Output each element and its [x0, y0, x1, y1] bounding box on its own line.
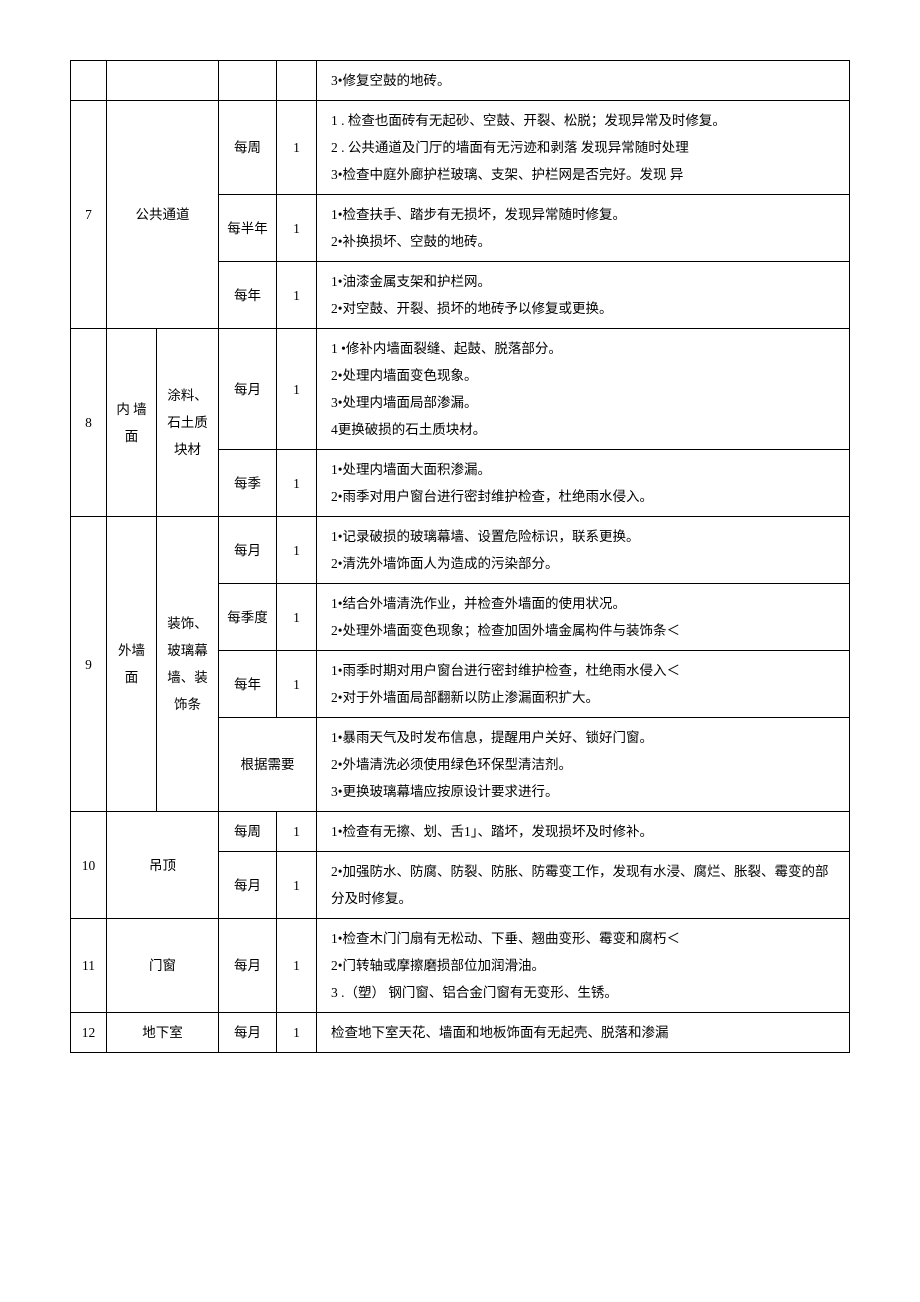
maintenance-table: 3•修复空鼓的地砖。 7 公共通道 每周 1 1 . 检查也面砖有无起砂、空鼓、…: [70, 60, 850, 1053]
cell-desc: 1•检查有无擦、划、舌1」、踏坏，发现损坏及时修补。: [317, 812, 850, 852]
cell-num: 1: [277, 1013, 317, 1053]
cell-num: 1: [277, 919, 317, 1013]
cell-desc: 3•修复空鼓的地砖。: [317, 61, 850, 101]
table-row: 8 内 墙面 涂料、石土质块材 每月 1 1 •修补内墙面裂缝、起鼓、脱落部分。…: [71, 329, 850, 450]
table-row: 11 门窗 每月 1 1•检查木门门扇有无松动、下垂、翘曲变形、霉变和腐朽＜2•…: [71, 919, 850, 1013]
cell: [71, 61, 107, 101]
cell-num: 1: [277, 517, 317, 584]
cell-idx: 12: [71, 1013, 107, 1053]
cell-desc: 1•雨季时期对用户窗台进行密封维护检查，杜绝雨水侵入＜2•对于外墙面局部翻新以防…: [317, 651, 850, 718]
cell-num: 1: [277, 584, 317, 651]
cell-cat2: 装饰、玻璃幕墙、装饰条: [157, 517, 219, 812]
table-row: 7 公共通道 每周 1 1 . 检查也面砖有无起砂、空鼓、开裂、松脱；发现异常及…: [71, 101, 850, 195]
cell-desc: 1•暴雨天气及时发布信息，提醒用户关好、锁好门窗。2•外墙清洗必须使用绿色环保型…: [317, 718, 850, 812]
cell-freq: 每年: [219, 651, 277, 718]
cell-desc: 1 . 检查也面砖有无起砂、空鼓、开裂、松脱；发现异常及时修复。2 . 公共通道…: [317, 101, 850, 195]
cell-cat: 公共通道: [107, 101, 219, 329]
cell-num: 1: [277, 812, 317, 852]
table-row: 3•修复空鼓的地砖。: [71, 61, 850, 101]
cell-desc: 1 •修补内墙面裂缝、起鼓、脱落部分。2•处理内墙面变色现象。3•处理内墙面局部…: [317, 329, 850, 450]
cell-cat2: 涂料、石土质块材: [157, 329, 219, 517]
cell-desc: 1•检查扶手、踏步有无损坏，发现异常随时修复。2•补换损坏、空鼓的地砖。: [317, 195, 850, 262]
cell-freq: 每年: [219, 262, 277, 329]
cell: [277, 61, 317, 101]
cell: [219, 61, 277, 101]
cell-cat: 吊顶: [107, 812, 219, 919]
cell-cat: 门窗: [107, 919, 219, 1013]
cell-freq: 每季: [219, 450, 277, 517]
cell-freq: 每季度: [219, 584, 277, 651]
cell-desc: 检查地下室天花、墙面和地板饰面有无起壳、脱落和渗漏: [317, 1013, 850, 1053]
cell-freq: 每周: [219, 812, 277, 852]
cell-idx: 11: [71, 919, 107, 1013]
cell-desc: 1•记录破损的玻璃幕墙、设置危险标识，联系更换。2•清洗外墙饰面人为造成的污染部…: [317, 517, 850, 584]
cell-desc: 1•处理内墙面大面积渗漏。2•雨季对用户窗台进行密封维护检查，杜绝雨水侵入。: [317, 450, 850, 517]
cell-desc: 1•结合外墙清洗作业，并检查外墙面的使用状况。2•处理外墙面变色现象；检查加固外…: [317, 584, 850, 651]
cell-num: 1: [277, 329, 317, 450]
cell-cat1: 内 墙面: [107, 329, 157, 517]
cell-freq: 每月: [219, 852, 277, 919]
cell-idx: 7: [71, 101, 107, 329]
cell-freq: 根据需要: [219, 718, 317, 812]
cell-freq: 每月: [219, 329, 277, 450]
cell-freq: 每半年: [219, 195, 277, 262]
cell-num: 1: [277, 651, 317, 718]
cell-num: 1: [277, 450, 317, 517]
cell-cat: 地下室: [107, 1013, 219, 1053]
cell-desc: 2•加强防水、防腐、防裂、防胀、防霉变工作，发现有水浸、腐烂、胀裂、霉变的部分及…: [317, 852, 850, 919]
cell-num: 1: [277, 101, 317, 195]
cell-cat1: 外墙面: [107, 517, 157, 812]
cell-idx: 9: [71, 517, 107, 812]
table-row: 9 外墙面 装饰、玻璃幕墙、装饰条 每月 1 1•记录破损的玻璃幕墙、设置危险标…: [71, 517, 850, 584]
cell-desc: 1•检查木门门扇有无松动、下垂、翘曲变形、霉变和腐朽＜2•门转轴或摩擦磨损部位加…: [317, 919, 850, 1013]
cell-num: 1: [277, 262, 317, 329]
table-row: 10 吊顶 每周 1 1•检查有无擦、划、舌1」、踏坏，发现损坏及时修补。: [71, 812, 850, 852]
cell-idx: 8: [71, 329, 107, 517]
cell-idx: 10: [71, 812, 107, 919]
cell-freq: 每周: [219, 101, 277, 195]
cell-num: 1: [277, 195, 317, 262]
cell-freq: 每月: [219, 1013, 277, 1053]
cell-freq: 每月: [219, 517, 277, 584]
cell-num: 1: [277, 852, 317, 919]
cell-desc: 1•油漆金属支架和护栏网。2•对空鼓、开裂、损坏的地砖予以修复或更换。: [317, 262, 850, 329]
table-row: 12 地下室 每月 1 检查地下室天花、墙面和地板饰面有无起壳、脱落和渗漏: [71, 1013, 850, 1053]
cell-freq: 每月: [219, 919, 277, 1013]
cell: [107, 61, 219, 101]
